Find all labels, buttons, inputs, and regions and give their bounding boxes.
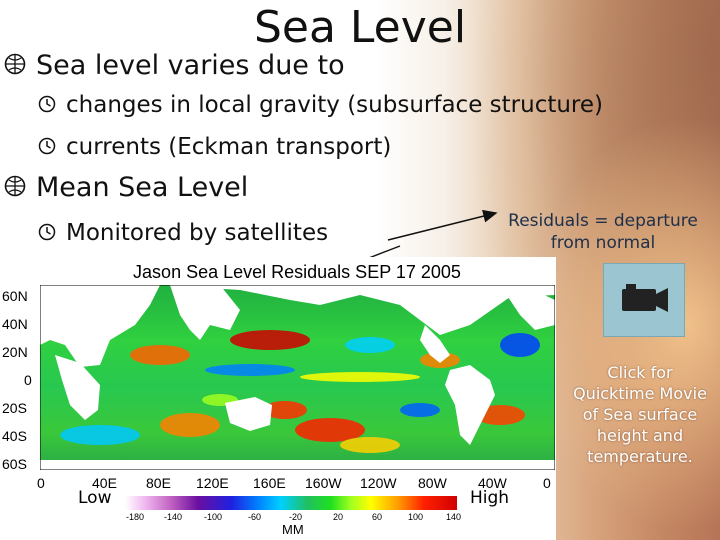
video-camera-icon: [622, 284, 668, 312]
lon-label: 120W: [360, 475, 397, 491]
sub-bullet-clock-icon: [38, 135, 56, 161]
colorbar-tick: -100: [204, 512, 223, 522]
lat-label: 60S: [2, 456, 27, 472]
lat-label: 40S: [2, 428, 27, 444]
sub-bullet-currents: currents (Eckman transport): [38, 134, 391, 161]
lon-label: 40E: [92, 475, 117, 491]
sub-bullet-text: currents (Eckman transport): [66, 134, 392, 160]
sea-level-residual-map: [40, 285, 555, 470]
colorbar-tick: 100: [408, 512, 424, 522]
lon-label: 160E: [253, 475, 286, 491]
lon-label: 120E: [196, 475, 229, 491]
slide-title: Sea Level: [253, 2, 467, 53]
bullet-text: Mean Sea Level: [36, 172, 249, 203]
colorbar-tick: -180: [126, 512, 145, 522]
colorbar-low-label: Low: [78, 488, 112, 508]
lon-label: 80W: [418, 475, 447, 491]
lon-label: 0: [37, 475, 45, 491]
colorbar-tick: 140: [446, 512, 462, 522]
bullet-globe-icon: [4, 173, 26, 204]
sub-bullet-text: changes in local gravity (subsurface str…: [66, 92, 604, 118]
quicktime-movie-link[interactable]: Click for Quicktime Movie of Sea surface…: [573, 363, 707, 466]
bullet-globe-icon: [4, 51, 26, 82]
lon-label: 0: [543, 475, 551, 491]
figure-title: Jason Sea Level Residuals SEP 17 2005: [133, 262, 461, 282]
residuals-note: Residuals = departure from normal: [508, 211, 698, 253]
sub-bullet-gravity: changes in local gravity (subsurface str…: [38, 92, 603, 119]
colorbar-units: MM: [282, 522, 304, 537]
bullet-sea-level-varies: Sea level varies due to: [4, 50, 345, 82]
lat-label: 0: [24, 372, 32, 388]
lon-label: 80E: [146, 475, 171, 491]
lat-label: 20S: [2, 400, 27, 416]
bullet-text: Sea level varies due to: [36, 50, 345, 81]
lat-label: 60N: [2, 288, 28, 304]
sub-bullet-clock-icon: [38, 93, 56, 119]
sub-bullet-satellites: Monitored by satellites: [38, 220, 328, 247]
lat-label: 40N: [2, 316, 28, 332]
lat-label: 20N: [2, 344, 28, 360]
colorbar-high-label: High: [470, 488, 510, 508]
colorbar-tick: -140: [164, 512, 183, 522]
colorbar: [125, 496, 457, 510]
colorbar-tick: 60: [372, 512, 383, 522]
colorbar-tick: 20: [333, 512, 344, 522]
sub-bullet-text: Monitored by satellites: [66, 220, 329, 246]
video-camera-button[interactable]: [603, 263, 685, 337]
sub-bullet-clock-icon: [38, 221, 56, 247]
colorbar-tick: -60: [248, 512, 262, 522]
lon-label: 160W: [305, 475, 342, 491]
colorbar-tick: -20: [289, 512, 303, 522]
arrow-to-note: [387, 209, 498, 241]
lon-label: 40W: [478, 475, 507, 491]
bullet-mean-sea-level: Mean Sea Level: [4, 172, 248, 204]
